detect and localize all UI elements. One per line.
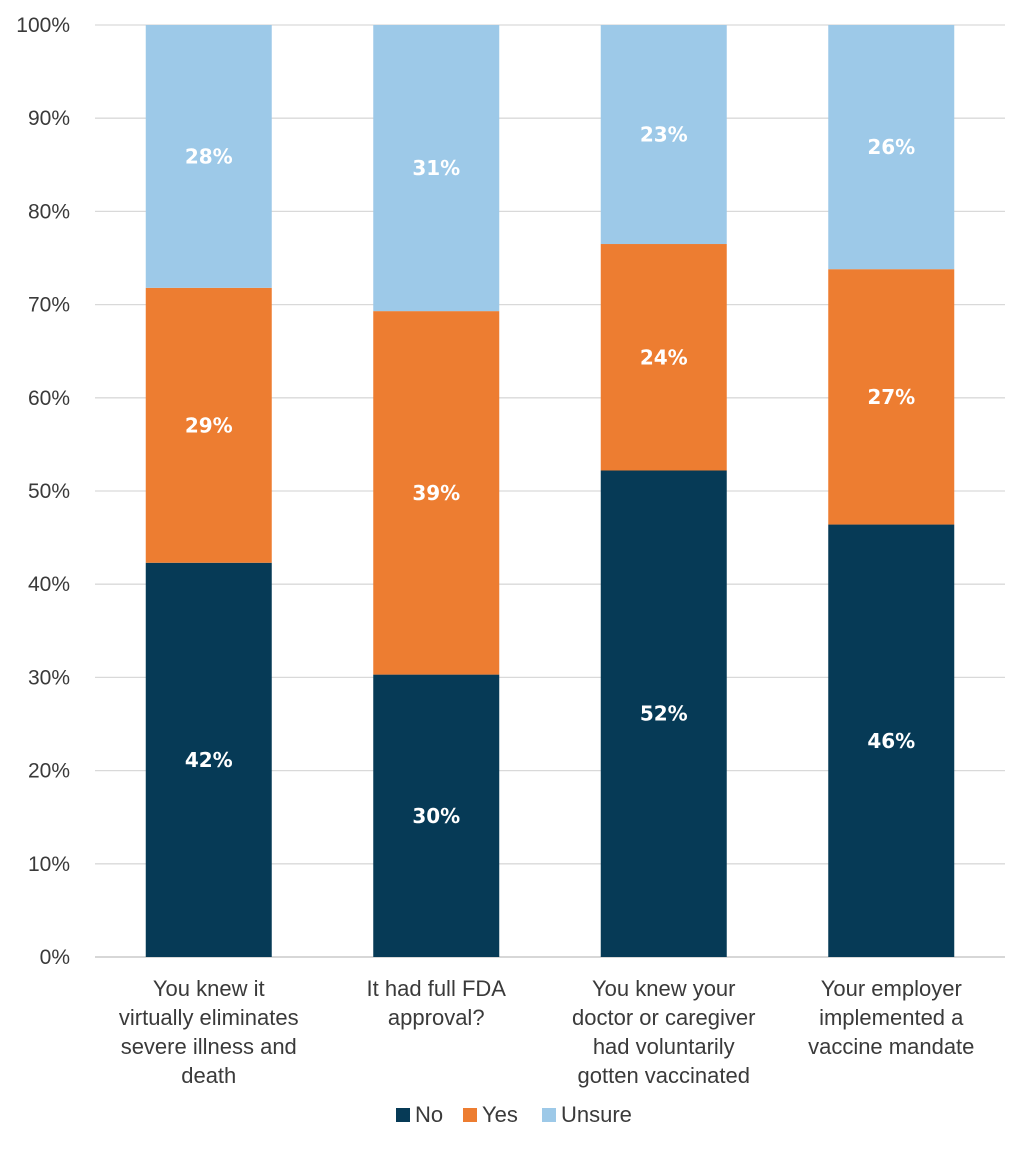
bars <box>145 25 955 957</box>
bar-segment-unsure <box>828 25 955 270</box>
bar-segment-unsure <box>600 25 727 245</box>
bar-segment-no <box>828 524 955 957</box>
data-label: 46% <box>867 729 915 753</box>
x-category-label: You knew your <box>592 976 736 1001</box>
legend: No Yes Unsure <box>396 1102 632 1127</box>
data-label: 30% <box>412 804 460 828</box>
y-axis-ticks: 0% 10% 20% 30% 40% 50% 60% 70% 80% 90% 100% <box>16 14 70 969</box>
legend-label-no: No <box>415 1102 443 1127</box>
y-tick-label: 10% <box>28 853 70 876</box>
data-labels: 42% 29% 28% 30% 39% 31% 52% 24% 23% 46% 27% 26% <box>185 123 915 828</box>
legend-label-unsure: Unsure <box>561 1102 632 1127</box>
bar-segment-no <box>145 562 272 957</box>
x-category-label: death <box>181 1063 236 1088</box>
x-category-label: Your employer <box>821 976 962 1001</box>
data-label: 42% <box>185 748 233 772</box>
y-tick-label: 80% <box>28 200 70 223</box>
y-tick-label: 20% <box>28 760 70 783</box>
bar-segment-no <box>373 674 500 957</box>
bar-segment-yes <box>145 287 272 563</box>
legend-swatch-no <box>396 1108 410 1122</box>
data-label: 29% <box>185 413 233 437</box>
x-category-label: It had full FDA <box>367 976 507 1001</box>
x-category-label: gotten vaccinated <box>578 1063 750 1088</box>
bar-segment-yes <box>600 244 727 471</box>
y-tick-label: 90% <box>28 107 70 130</box>
bar-segment-unsure <box>373 25 500 312</box>
data-label: 28% <box>185 144 233 168</box>
data-label: 26% <box>867 135 915 159</box>
x-category-label: severe illness and <box>121 1034 297 1059</box>
x-category-label: You knew it <box>153 976 265 1001</box>
data-label: 23% <box>640 123 688 147</box>
x-category-label: implemented a <box>819 1005 964 1030</box>
y-tick-label: 70% <box>28 294 70 317</box>
y-tick-label: 30% <box>28 666 70 689</box>
x-category-label: virtually eliminates <box>119 1005 299 1030</box>
bar-segment-unsure <box>145 25 272 288</box>
y-tick-label: 0% <box>40 946 70 969</box>
data-label: 31% <box>412 156 460 180</box>
y-tick-label: 50% <box>28 480 70 503</box>
legend-swatch-yes <box>463 1108 477 1122</box>
bar-segment-no <box>600 470 727 957</box>
data-label: 39% <box>412 481 460 505</box>
x-category-label: had voluntarily <box>593 1034 735 1059</box>
bar-segment-yes <box>373 311 500 675</box>
y-tick-label: 100% <box>16 14 70 37</box>
y-tick-label: 40% <box>28 573 70 596</box>
data-label: 52% <box>640 702 688 726</box>
y-tick-label: 60% <box>28 387 70 410</box>
x-category-label: doctor or caregiver <box>572 1005 755 1030</box>
data-label: 27% <box>867 385 915 409</box>
legend-label-yes: Yes <box>482 1102 518 1127</box>
x-category-label: approval? <box>388 1005 485 1030</box>
data-label: 24% <box>640 345 688 369</box>
x-axis-labels: You knew it virtually eliminates severe il… <box>119 976 975 1088</box>
bar-segment-yes <box>828 269 955 525</box>
x-category-label: vaccine mandate <box>808 1034 974 1059</box>
legend-swatch-unsure <box>542 1108 556 1122</box>
